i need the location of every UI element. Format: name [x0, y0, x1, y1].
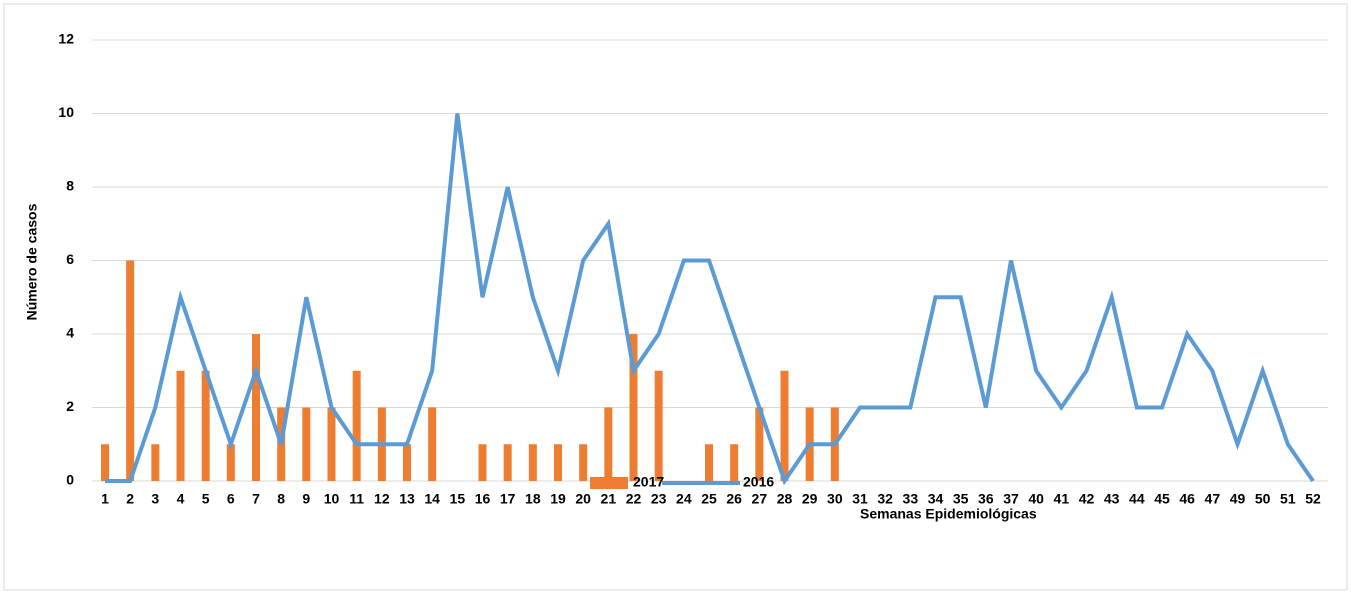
bar	[327, 407, 336, 481]
x-tick-label: 37	[1003, 491, 1019, 507]
bar	[352, 370, 361, 481]
x-tick-label: 4	[177, 491, 185, 507]
bar	[201, 370, 210, 481]
x-tick-label: 21	[601, 491, 617, 507]
line-series	[105, 113, 1315, 486]
chart-frame	[3, 3, 1348, 591]
x-tick-label: 9	[302, 491, 310, 507]
x-tick-label: 52	[1305, 491, 1321, 507]
bar	[780, 370, 789, 481]
x-tick-label: 6	[227, 491, 235, 507]
legend-swatch	[590, 477, 628, 489]
legend-label: 2016	[743, 474, 774, 490]
x-tick-label: 24	[676, 491, 692, 507]
bar	[226, 444, 235, 481]
x-tick-label: 26	[726, 491, 742, 507]
bar	[478, 444, 487, 481]
x-tick-label: 22	[626, 491, 642, 507]
x-tick-label: 46	[1179, 491, 1195, 507]
x-tick-label: 47	[1205, 491, 1221, 507]
bar	[654, 370, 663, 481]
x-tick-label: 20	[575, 491, 591, 507]
y-tick-label: 10	[58, 104, 74, 120]
x-tick-label: 43	[1104, 491, 1120, 507]
x-tick-label: 5	[202, 491, 210, 507]
x-tick-label: 8	[277, 491, 285, 507]
bar	[604, 407, 613, 481]
y-tick-label: 2	[66, 398, 74, 414]
x-tick-label: 50	[1255, 491, 1271, 507]
x-tick-label: 16	[475, 491, 491, 507]
bar	[730, 444, 739, 481]
x-tick-label: 14	[424, 491, 440, 507]
bar	[302, 407, 311, 481]
bar	[554, 444, 562, 481]
x-tick-label: 15	[450, 491, 466, 507]
legend-label: 2017	[633, 474, 664, 490]
x-tick-label: 40	[1028, 491, 1044, 507]
bar	[151, 444, 160, 481]
x-tick-label: 34	[928, 491, 944, 507]
bar	[126, 260, 135, 481]
bar	[101, 444, 109, 481]
x-tick-label: 41	[1054, 491, 1070, 507]
x-tick-label: 29	[802, 491, 818, 507]
x-tick-label: 45	[1154, 491, 1170, 507]
x-tick-label: 35	[953, 491, 969, 507]
x-tick-label: 3	[151, 491, 159, 507]
x-tick-label: 12	[374, 491, 390, 507]
x-tick-label: 44	[1129, 491, 1145, 507]
bar	[755, 407, 764, 481]
y-tick-label: 4	[66, 325, 74, 341]
x-tick-label: 36	[978, 491, 994, 507]
x-tick-label: 32	[877, 491, 893, 507]
x-tick-label: 10	[324, 491, 340, 507]
x-tick-label: 42	[1079, 491, 1095, 507]
x-tick-label: 18	[525, 491, 541, 507]
bar	[579, 444, 588, 481]
bar	[176, 370, 185, 481]
bar	[503, 444, 512, 481]
x-tick-label: 23	[651, 491, 667, 507]
x-tick-label: 31	[852, 491, 868, 507]
x-tick-label: 49	[1230, 491, 1246, 507]
bar	[403, 444, 411, 481]
x-axis-title: Semanas Epidemiológicas	[860, 506, 1037, 522]
y-tick-label: 6	[66, 251, 74, 267]
bar	[528, 444, 537, 481]
x-tick-label: 27	[752, 491, 768, 507]
bar	[428, 407, 437, 481]
x-tick-label: 2	[126, 491, 134, 507]
x-tick-label: 33	[903, 491, 919, 507]
y-tick-label: 12	[58, 31, 74, 47]
x-tick-label: 17	[500, 491, 516, 507]
bar	[629, 334, 638, 481]
y-axis-title: Número de casos	[24, 203, 40, 320]
x-tick-label: 30	[827, 491, 843, 507]
x-tick-label: 1	[101, 491, 109, 507]
bar	[705, 444, 713, 481]
y-tick-label: 8	[66, 178, 74, 194]
y-tick-label: 0	[66, 472, 74, 488]
bar	[252, 334, 260, 481]
x-tick-label: 51	[1280, 491, 1296, 507]
x-tick-label: 13	[399, 491, 415, 507]
x-tick-label: 19	[550, 491, 566, 507]
x-tick-label: 11	[349, 491, 364, 507]
x-tick-label: 25	[701, 491, 717, 507]
x-tick-label: 28	[777, 491, 793, 507]
x-tick-label: 7	[252, 491, 260, 507]
